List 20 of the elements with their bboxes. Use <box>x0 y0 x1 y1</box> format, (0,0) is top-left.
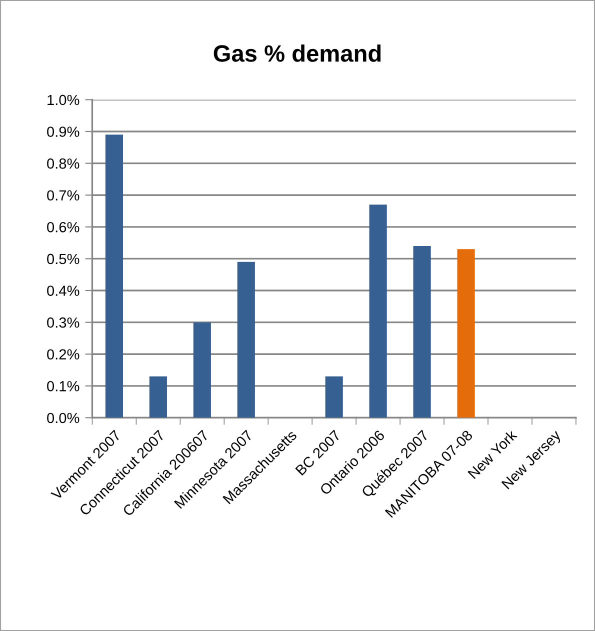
chart-title: Gas % demand <box>214 44 381 62</box>
bar <box>369 204 387 418</box>
y-tick-label: 0.5% <box>47 254 80 264</box>
bar <box>457 249 475 418</box>
bar <box>413 246 431 418</box>
y-tick-label: 0.8% <box>47 158 80 169</box>
bar <box>237 262 255 418</box>
y-tick-label: 0.4% <box>47 286 80 296</box>
bar <box>325 376 343 418</box>
bar <box>105 134 124 418</box>
y-tick-label: 0.9% <box>47 126 80 137</box>
y-tick-label: 0.0% <box>47 412 80 424</box>
bar <box>193 322 211 418</box>
y-tick-label: 0.2% <box>47 349 80 360</box>
y-tick-label: 0.6% <box>47 222 80 232</box>
y-tick-label: 0.1% <box>47 381 80 392</box>
bar <box>149 376 167 418</box>
y-tick-label: 1.0% <box>48 94 80 106</box>
y-tick-label: 0.3% <box>47 317 80 328</box>
y-tick-label: 0.7% <box>47 190 80 201</box>
